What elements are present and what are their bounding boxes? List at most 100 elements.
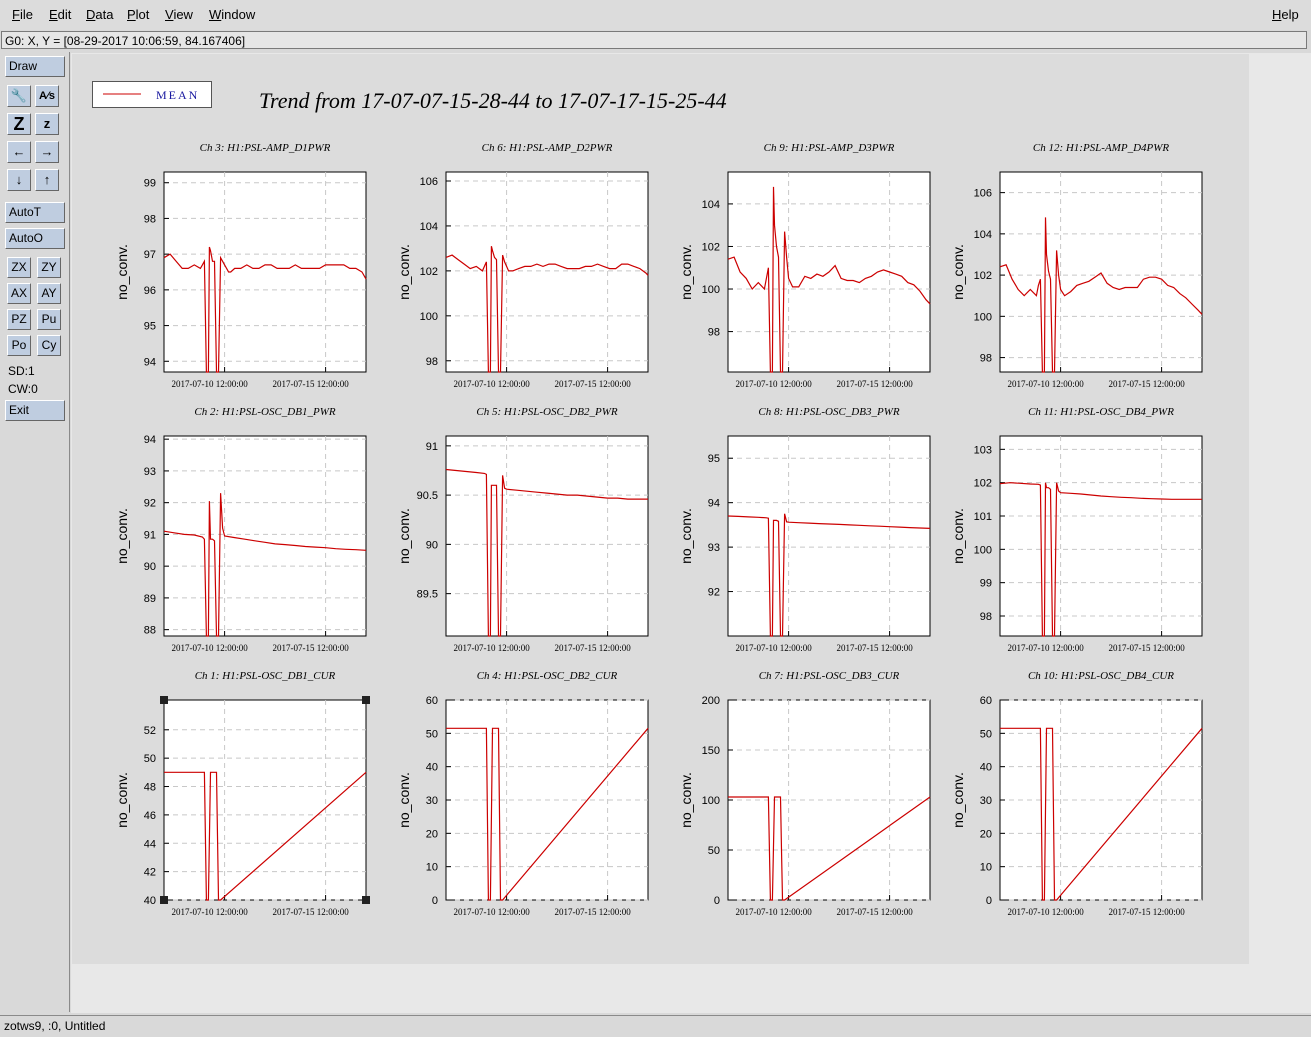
y-tick-label: 91 [426, 441, 438, 453]
chart-panel-4[interactable]: 98 100 102 104 106 2017-07-10 12:00:00 2017-07… [950, 142, 1203, 389]
x-tick-label: 2017-07-15 12:00:00 [1108, 643, 1185, 653]
y-tick-label: 44 [144, 838, 156, 850]
tool-panel: Draw 🔧 A⁄s Z z ← → ↓ ↑ AutoT AutoO ZX ZY… [0, 52, 70, 1012]
chart-title: Ch 11: H1:PSL-OSC_DB4_PWR [1028, 406, 1174, 418]
x-tick-label: 2017-07-15 12:00:00 [836, 907, 913, 917]
chart-panel-2[interactable]: 98 100 102 104 106 2017-07-10 12:00:00 2017-07… [396, 142, 649, 389]
menu-file[interactable]: File [12, 7, 33, 22]
y-axis-label: no_conv. [950, 508, 966, 564]
x-tick-label: 2017-07-10 12:00:00 [453, 907, 530, 917]
x-tick-label: 2017-07-10 12:00:00 [1007, 643, 1084, 653]
y-tick-label: 98 [426, 356, 438, 368]
plot-frame [163, 699, 367, 901]
chart-panel-10[interactable]: 0 10 20 30 40 50 60 2017-07-10 12:00:00 2017-07-… [396, 670, 649, 917]
plot-frame [445, 435, 649, 637]
y-tick-label: 46 [144, 810, 156, 822]
y-axis-label: no_conv. [950, 772, 966, 828]
draw-button[interactable]: Draw [5, 56, 65, 77]
y-tick-label: 102 [974, 478, 992, 490]
arrow-up-icon[interactable]: ↑ [35, 169, 59, 191]
selection-handle[interactable] [160, 696, 168, 704]
arrow-right-icon[interactable]: → [35, 141, 59, 163]
y-tick-label: 93 [708, 542, 720, 554]
chart-panel-1[interactable]: 94 95 96 97 98 99 2017-07-10 12:00:00 2017-07-1… [114, 142, 367, 389]
y-tick-label: 60 [426, 695, 438, 707]
y-tick-label: 98 [144, 213, 156, 225]
series-line [446, 727, 649, 901]
y-tick-label: 102 [420, 266, 438, 278]
plot-frame [999, 435, 1203, 637]
y-tick-label: 20 [426, 828, 438, 840]
y-tick-label: 103 [974, 444, 992, 456]
menu-data[interactable]: Data [86, 7, 114, 22]
ax-button[interactable]: AX [7, 283, 31, 304]
y-tick-label: 50 [980, 728, 992, 740]
zoom-out-icon[interactable]: z [35, 113, 59, 135]
selection-handle[interactable] [160, 896, 168, 904]
chart-panel-9[interactable]: 40 42 44 46 48 50 52 2017-07-10 12:00:00 2017-07… [114, 670, 370, 917]
arrow-down-icon[interactable]: ↓ [7, 169, 31, 191]
menu-plot[interactable]: Plot [127, 7, 150, 22]
sd-label: SD:1 [8, 364, 35, 378]
zy-button[interactable]: ZY [37, 257, 61, 278]
auto-o-button[interactable]: AutoO [5, 228, 65, 249]
chart-panel-8[interactable]: 98 99 100 101 102 103 2017-07-10 12:00:00 2017-… [950, 406, 1203, 653]
y-axis-label: no_conv. [114, 508, 130, 564]
menu-view[interactable]: View [165, 7, 193, 22]
y-tick-label: 200 [702, 695, 720, 707]
coordinate-readout: G0: X, Y = [08-29-2017 10:06:59, 84.1674… [1, 31, 1307, 49]
chart-panel-5[interactable]: 88 89 90 91 92 93 94 2017-07-10 12:00:00 2017-07… [114, 406, 367, 653]
exit-button[interactable]: Exit [5, 400, 65, 421]
y-tick-label: 101 [974, 511, 992, 523]
chart-panel-12[interactable]: 0 10 20 30 40 50 60 2017-07-10 12:00:00 2017-07-… [950, 670, 1203, 917]
pz-button[interactable]: PZ [7, 309, 31, 330]
auto-t-button[interactable]: AutoT [5, 202, 65, 223]
y-tick-label: 100 [974, 544, 992, 556]
chart-title: Ch 3: H1:PSL-AMP_D1PWR [200, 142, 331, 154]
y-tick-label: 95 [144, 321, 156, 333]
y-tick-label: 10 [980, 862, 992, 874]
x-tick-label: 2017-07-15 12:00:00 [1108, 907, 1185, 917]
cy-button[interactable]: Cy [37, 335, 61, 356]
x-tick-label: 2017-07-10 12:00:00 [453, 379, 530, 389]
y-tick-label: 95 [708, 453, 720, 465]
selection-handle[interactable] [362, 696, 370, 704]
y-tick-label: 92 [144, 498, 156, 510]
series-line [1000, 727, 1203, 901]
wrench-icon[interactable]: 🔧 [7, 85, 31, 107]
y-tick-label: 50 [426, 728, 438, 740]
y-tick-label: 52 [144, 725, 156, 737]
zoom-in-icon[interactable]: Z [7, 113, 31, 135]
y-tick-label: 89 [144, 593, 156, 605]
chart-panel-7[interactable]: 92 93 94 95 2017-07-10 12:00:00 2017-07-15 12… [678, 406, 931, 653]
x-tick-label: 2017-07-10 12:00:00 [735, 907, 812, 917]
chart-title: Ch 5: H1:PSL-OSC_DB2_PWR [476, 406, 617, 418]
selection-handle[interactable] [362, 896, 370, 904]
chart-panel-11[interactable]: 0 50 100 150 200 2017-07-10 12:00:00 2017-07-1… [678, 670, 931, 917]
menu-window[interactable]: Window [209, 7, 256, 22]
y-axis-label: no_conv. [950, 244, 966, 300]
plot-frame [999, 171, 1203, 373]
y-tick-label: 50 [708, 845, 720, 857]
menu-edit[interactable]: Edit [49, 7, 72, 22]
po-button[interactable]: Po [7, 335, 31, 356]
page-title: Trend from 17-07-07-15-28-44 to 17-07-17… [259, 88, 727, 113]
arrow-left-icon[interactable]: ← [7, 141, 31, 163]
y-tick-label: 94 [708, 498, 720, 510]
y-tick-label: 104 [702, 199, 720, 211]
chart-panel-3[interactable]: 98 100 102 104 2017-07-10 12:00:00 2017-07-15… [678, 142, 931, 389]
menu-help[interactable]: Help [1272, 7, 1299, 22]
x-tick-label: 2017-07-10 12:00:00 [171, 907, 248, 917]
chart-grid: 94 95 96 97 98 99 2017-07-10 12:00:00 2017-07-1… [114, 142, 1203, 917]
zx-button[interactable]: ZX [7, 257, 31, 278]
ay-button[interactable]: AY [37, 283, 61, 304]
chart-panel-6[interactable]: 89.5 90 90.5 91 2017-07-10 12:00:00 2017-07-1… [396, 406, 649, 653]
series-line [999, 482, 1202, 637]
chart-title: Ch 12: H1:PSL-AMP_D4PWR [1033, 142, 1170, 154]
chart-title: Ch 6: H1:PSL-AMP_D2PWR [482, 142, 613, 154]
series-line [164, 771, 367, 901]
pu-button[interactable]: Pu [37, 309, 61, 330]
text-edit-icon[interactable]: A⁄s [35, 85, 59, 107]
y-tick-label: 93 [144, 466, 156, 478]
plot-frame [163, 171, 367, 373]
